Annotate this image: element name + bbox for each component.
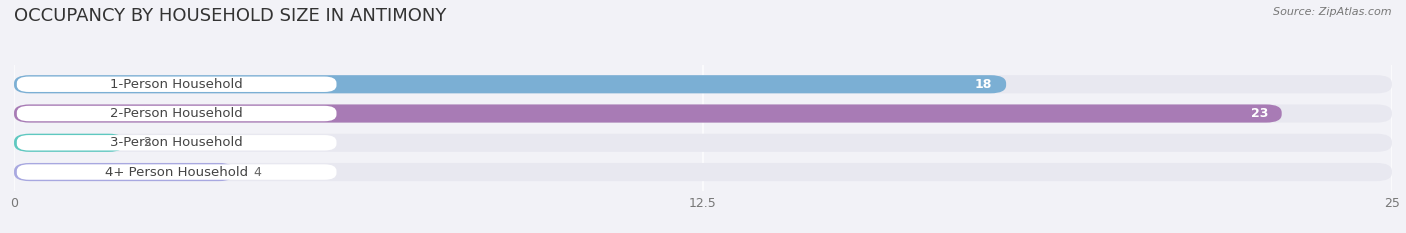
FancyBboxPatch shape	[14, 163, 235, 181]
FancyBboxPatch shape	[14, 75, 1392, 93]
Text: 4: 4	[254, 165, 262, 178]
Text: 4+ Person Household: 4+ Person Household	[105, 165, 249, 178]
FancyBboxPatch shape	[14, 134, 124, 152]
Text: Source: ZipAtlas.com: Source: ZipAtlas.com	[1274, 7, 1392, 17]
Text: 3-Person Household: 3-Person Household	[110, 136, 243, 149]
Text: 23: 23	[1250, 107, 1268, 120]
FancyBboxPatch shape	[17, 164, 336, 180]
Text: 18: 18	[974, 78, 993, 91]
FancyBboxPatch shape	[14, 104, 1282, 123]
Text: 2: 2	[143, 136, 152, 149]
Text: 2-Person Household: 2-Person Household	[110, 107, 243, 120]
FancyBboxPatch shape	[17, 77, 336, 92]
FancyBboxPatch shape	[14, 163, 1392, 181]
Text: 1-Person Household: 1-Person Household	[110, 78, 243, 91]
FancyBboxPatch shape	[14, 104, 1392, 123]
FancyBboxPatch shape	[14, 75, 1007, 93]
Text: OCCUPANCY BY HOUSEHOLD SIZE IN ANTIMONY: OCCUPANCY BY HOUSEHOLD SIZE IN ANTIMONY	[14, 7, 447, 25]
FancyBboxPatch shape	[17, 135, 336, 151]
FancyBboxPatch shape	[14, 134, 1392, 152]
FancyBboxPatch shape	[17, 106, 336, 121]
